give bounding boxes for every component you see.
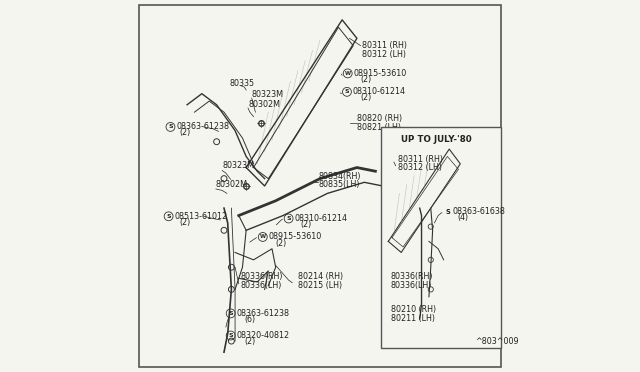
Text: UP TO JULY-'80: UP TO JULY-'80: [401, 135, 472, 144]
Text: S: S: [166, 214, 171, 219]
Text: ^803^009: ^803^009: [475, 337, 518, 346]
Text: 08363-61638: 08363-61638: [453, 207, 506, 217]
Text: S: S: [286, 216, 291, 221]
Text: 80214 (RH): 80214 (RH): [298, 272, 343, 281]
Text: 08513-61012: 08513-61012: [174, 212, 227, 221]
Text: 80302M: 80302M: [248, 100, 280, 109]
Text: 80820 (RH): 80820 (RH): [357, 114, 402, 124]
Text: 80311 (RH): 80311 (RH): [362, 41, 408, 49]
Text: 80835(LH): 80835(LH): [318, 180, 360, 189]
Text: 80336(LH): 80336(LH): [391, 280, 432, 289]
Text: 08363-61238: 08363-61238: [176, 122, 229, 131]
Text: (2): (2): [275, 239, 286, 248]
Text: (6): (6): [244, 315, 255, 324]
Text: 80210 (RH): 80210 (RH): [391, 305, 436, 314]
Text: 80834(RH): 80834(RH): [318, 171, 361, 181]
Text: (2): (2): [179, 128, 190, 137]
Text: 08310-61214: 08310-61214: [294, 214, 347, 223]
Text: 80312 (LH): 80312 (LH): [362, 50, 406, 59]
Text: 80211 (LH): 80211 (LH): [391, 314, 435, 323]
Text: W: W: [260, 234, 266, 240]
Text: 80311 (RH): 80311 (RH): [397, 155, 442, 164]
Text: 08915-53610: 08915-53610: [268, 232, 321, 241]
Text: 80312 (LH): 80312 (LH): [397, 163, 442, 173]
Text: 80323M: 80323M: [222, 161, 254, 170]
Text: 80336(RH): 80336(RH): [241, 272, 283, 281]
Text: 80821 (LH): 80821 (LH): [357, 123, 401, 132]
Text: 80302M: 80302M: [216, 180, 248, 189]
Text: 08363-61238: 08363-61238: [236, 309, 289, 318]
Text: 80336(RH): 80336(RH): [391, 272, 433, 281]
Text: 80323M: 80323M: [252, 90, 284, 99]
Text: (2): (2): [244, 337, 255, 346]
Text: 08310-61214: 08310-61214: [353, 87, 406, 96]
Text: 80215 (LH): 80215 (LH): [298, 280, 342, 289]
Text: (2): (2): [301, 220, 312, 229]
Text: S: S: [445, 209, 450, 215]
Text: W: W: [344, 71, 351, 76]
Text: 80335: 80335: [230, 78, 255, 87]
Text: (4): (4): [458, 213, 468, 222]
Text: 80336(LH): 80336(LH): [241, 280, 282, 289]
Text: (2): (2): [360, 93, 372, 102]
Text: S: S: [345, 89, 349, 94]
Text: (2): (2): [179, 218, 190, 227]
Text: S: S: [228, 333, 233, 338]
Text: S: S: [168, 124, 173, 129]
Text: (2): (2): [360, 75, 372, 84]
Text: 08915-53610: 08915-53610: [353, 69, 406, 78]
FancyBboxPatch shape: [381, 127, 501, 349]
Text: 08320-40812: 08320-40812: [236, 331, 289, 340]
Text: S: S: [228, 311, 233, 316]
